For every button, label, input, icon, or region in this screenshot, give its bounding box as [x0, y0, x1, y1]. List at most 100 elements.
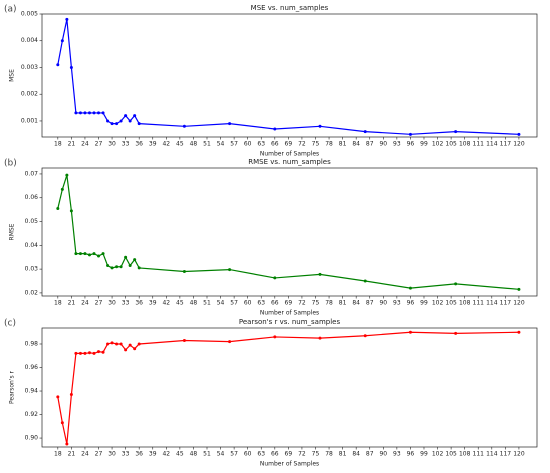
x-tick-label: 108 — [459, 451, 471, 458]
data-point — [101, 252, 105, 256]
x-tick-label: 51 — [203, 300, 211, 307]
plot-frame — [41, 13, 538, 138]
data-point — [83, 351, 87, 355]
x-tick-label: 108 — [459, 141, 471, 148]
data-point — [517, 287, 521, 291]
x-tick-label: 102 — [432, 141, 444, 148]
y-axis-label: RMSE — [9, 223, 16, 240]
data-point — [74, 252, 78, 256]
x-tick-label: 105 — [445, 451, 457, 458]
data-point — [273, 335, 277, 339]
x-tick-label: 84 — [352, 300, 360, 307]
x-tick-label: 102 — [432, 451, 444, 458]
x-tick-label: 27 — [95, 141, 103, 148]
data-point — [115, 342, 119, 346]
x-tick-label: 39 — [149, 451, 157, 458]
data-point — [74, 111, 78, 115]
y-tick-label: 0.98 — [25, 340, 39, 347]
x-tick-label: 90 — [379, 141, 387, 148]
data-point — [128, 343, 132, 347]
y-tick-label: 0.005 — [21, 11, 38, 18]
x-tick-label: 18 — [54, 141, 62, 148]
x-tick-label: 117 — [500, 141, 512, 148]
data-point — [78, 252, 82, 256]
plot-frame — [41, 327, 538, 448]
x-tick-label: 84 — [352, 141, 360, 148]
x-tick-label: 99 — [420, 451, 428, 458]
x-tick-label: 105 — [445, 141, 457, 148]
data-point — [110, 122, 114, 126]
x-tick-label: 81 — [339, 141, 347, 148]
x-tick-label: 102 — [432, 300, 444, 307]
data-point — [124, 114, 128, 118]
panel-label: (b) — [4, 159, 17, 169]
y-axis-label: Pearson's r — [9, 370, 16, 404]
x-tick-label: 27 — [95, 300, 103, 307]
y-tick-label: 0.02 — [25, 289, 39, 296]
x-tick-label: 54 — [217, 141, 225, 148]
data-point — [273, 276, 277, 280]
chart-title: MSE vs. num_samples — [251, 4, 329, 12]
x-tick-label: 108 — [459, 300, 471, 307]
x-tick-label: 30 — [108, 300, 116, 307]
x-tick-label: 63 — [257, 451, 265, 458]
x-tick-label: 42 — [162, 300, 170, 307]
y-tick-label: 0.06 — [25, 194, 39, 201]
data-point — [60, 187, 64, 191]
y-tick-label: 0.94 — [25, 388, 39, 395]
chart-title: Pearson's r vs. num_samples — [239, 318, 341, 326]
x-tick-label: 45 — [176, 451, 184, 458]
x-tick-label: 75 — [312, 141, 320, 148]
data-point — [182, 269, 186, 273]
x-tick-label: 114 — [486, 141, 498, 148]
data-point — [228, 268, 232, 272]
x-tick-label: 75 — [312, 300, 320, 307]
x-tick-label: 36 — [135, 300, 143, 307]
data-point — [124, 348, 128, 352]
x-tick-label: 18 — [54, 300, 62, 307]
y-tick-label: 0.001 — [21, 117, 38, 124]
x-tick-label: 24 — [81, 300, 89, 307]
x-tick-label: 42 — [162, 141, 170, 148]
x-tick-label: 36 — [135, 451, 143, 458]
x-tick-label: 96 — [407, 141, 415, 148]
x-tick-label: 114 — [486, 451, 498, 458]
x-tick-label: 93 — [393, 141, 401, 148]
x-tick-label: 51 — [203, 141, 211, 148]
x-tick-label: 66 — [271, 300, 279, 307]
y-tick-label: 0.92 — [25, 411, 39, 418]
data-point — [87, 111, 91, 115]
x-tick-label: 39 — [149, 141, 157, 148]
data-point — [92, 111, 96, 115]
data-point — [56, 206, 60, 210]
x-tick-label: 114 — [486, 300, 498, 307]
data-point — [106, 264, 110, 268]
x-tick-label: 48 — [190, 300, 198, 307]
x-tick-label: 54 — [217, 300, 225, 307]
x-tick-label: 96 — [407, 300, 415, 307]
x-tick-label: 87 — [366, 451, 374, 458]
y-tick-label: 0.05 — [25, 218, 39, 225]
data-point — [454, 331, 458, 335]
x-tick-label: 60 — [244, 141, 252, 148]
y-tick-label: 0.004 — [21, 37, 38, 44]
panel-label: (c) — [4, 319, 16, 329]
data-point — [133, 114, 137, 118]
data-point — [78, 351, 82, 355]
x-tick-label: 111 — [473, 141, 485, 148]
x-tick-label: 111 — [473, 451, 485, 458]
x-tick-label: 33 — [122, 451, 130, 458]
x-tick-label: 72 — [298, 300, 306, 307]
x-tick-label: 99 — [420, 141, 428, 148]
data-point — [128, 119, 132, 123]
x-tick-label: 69 — [285, 451, 293, 458]
x-tick-label: 81 — [339, 451, 347, 458]
x-tick-label: 120 — [513, 451, 525, 458]
x-tick-label: 33 — [122, 300, 130, 307]
data-point — [110, 341, 114, 345]
data-point — [318, 272, 322, 276]
x-tick-label: 63 — [257, 300, 265, 307]
x-tick-label: 93 — [393, 451, 401, 458]
data-point — [363, 334, 367, 338]
data-point — [124, 255, 128, 259]
